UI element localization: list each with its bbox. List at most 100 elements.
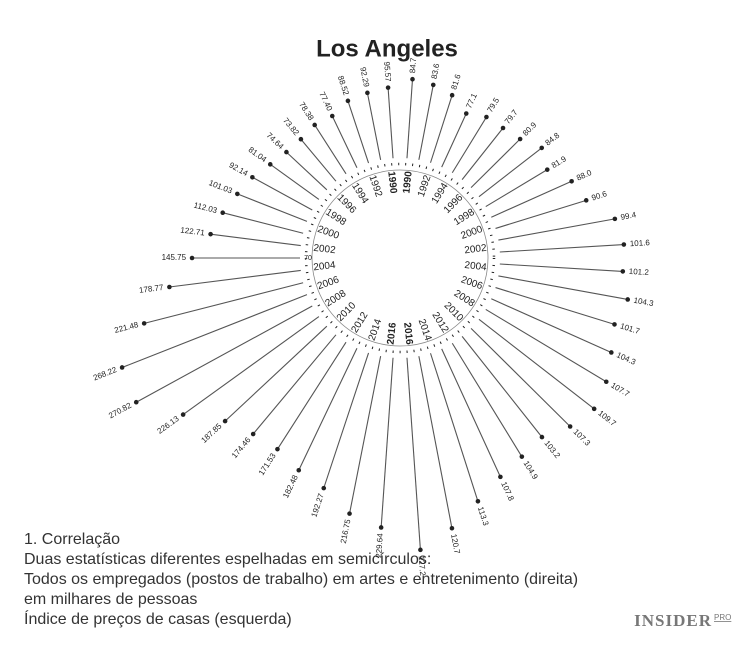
bar-dot [345, 98, 351, 104]
bar-dot [544, 167, 550, 172]
ring-year: 1990 [401, 170, 414, 194]
bar-line [269, 163, 320, 200]
value-label: 90.6 [591, 189, 609, 202]
value-label: 174.46 [230, 435, 253, 460]
bar-dot [180, 412, 186, 417]
value-label: 73.82 [281, 116, 301, 138]
value-label: 84.8 [543, 130, 561, 147]
bar-line [169, 269, 301, 288]
bar-dot [298, 136, 304, 142]
bar-dot [463, 111, 469, 116]
caption-line: em milhares de pessoas [24, 591, 197, 608]
bar-dot [418, 547, 423, 553]
bar-dot [449, 92, 455, 98]
ring-year: 2002 [464, 243, 488, 256]
bar-dot [498, 474, 503, 480]
bar-line [252, 334, 337, 435]
chart-title: Los Angeles [316, 35, 458, 62]
bar-dot [385, 85, 391, 90]
bar-line [461, 127, 504, 180]
bar-line [347, 100, 370, 164]
brand: INSIDER [634, 611, 712, 630]
bar-line [485, 308, 607, 383]
bar-line [406, 357, 421, 550]
bar-dot [250, 431, 256, 437]
value-label: 122.71 [180, 226, 206, 238]
bar-dot [519, 454, 525, 459]
bar-line [314, 124, 347, 175]
ring-year: 2000 [316, 224, 341, 242]
value-label: 77.1 [464, 91, 479, 109]
bar-line [498, 218, 615, 241]
bar-line [495, 287, 615, 325]
bar-dot [220, 210, 226, 215]
bar-line [222, 212, 304, 234]
bar-dot [275, 446, 280, 452]
bar-dot [119, 365, 125, 370]
ring-year: 1990 [385, 171, 398, 195]
ring [304, 162, 496, 354]
value-label: 226.13 [156, 414, 182, 436]
value-label: 101.2 [629, 267, 650, 277]
brand-sub: PRO [714, 613, 731, 622]
value-label: 81.6 [449, 73, 462, 91]
bar-dot [208, 231, 213, 237]
bar-dot [500, 125, 506, 131]
bar-dot [475, 498, 481, 504]
value-label: 92.29 [358, 66, 371, 88]
ring-year: 2000 [459, 224, 484, 242]
bar-line [380, 357, 394, 528]
caption-line: 1. Correlação [24, 531, 120, 548]
bar-dot [321, 485, 327, 491]
bar-dot [591, 406, 597, 412]
bar-dot [609, 350, 614, 355]
bar-line [499, 243, 624, 253]
bar-line [144, 282, 304, 324]
bar-dot [539, 434, 545, 440]
bar-dot [569, 178, 574, 184]
bar-dot [365, 90, 370, 96]
bar-dot [625, 297, 631, 302]
value-label: 145.75 [162, 253, 187, 262]
bar-dot [620, 269, 626, 274]
value-label: 84.7 [408, 57, 418, 74]
value-label: 80.9 [521, 120, 539, 138]
bar-dot [484, 114, 489, 120]
bar-line [323, 352, 370, 489]
bar-line [182, 316, 320, 416]
value-label: 109.7 [596, 409, 618, 429]
value-label: 92.14 [228, 161, 250, 179]
bar-dot [267, 162, 273, 167]
value-label: 99.4 [620, 210, 637, 222]
bar-dot [449, 525, 455, 531]
bar-dot [583, 198, 589, 203]
bar-line [300, 138, 337, 182]
value-label: 104.3 [633, 296, 655, 309]
bar-dot [296, 467, 302, 473]
ring-year: 2016 [386, 322, 399, 346]
value-label: 268.22 [92, 365, 119, 383]
ring-year: 2016 [401, 322, 414, 346]
bar-line [451, 116, 487, 174]
bar-dot [284, 149, 289, 155]
ring-year: 1992 [416, 173, 434, 198]
bar-line [224, 325, 328, 422]
value-label: 95.57 [382, 61, 392, 82]
ring-year: 2006 [316, 274, 341, 292]
value-label: 83.6 [430, 62, 442, 80]
bar-line [429, 353, 479, 502]
value-label: 187.85 [199, 421, 223, 445]
value-label: 88.0 [575, 168, 593, 183]
bar-dot [133, 399, 139, 405]
value-label: 101.7 [619, 321, 641, 336]
value-label: 88.52 [336, 75, 351, 97]
bar-line [135, 305, 313, 403]
bar-line [210, 233, 301, 247]
bar-dot [167, 284, 172, 290]
bar-line [441, 113, 467, 168]
value-label: 221.48 [113, 320, 139, 335]
bar-line [470, 138, 521, 189]
value-label: 79.5 [485, 96, 501, 114]
bar-dot [612, 216, 618, 222]
